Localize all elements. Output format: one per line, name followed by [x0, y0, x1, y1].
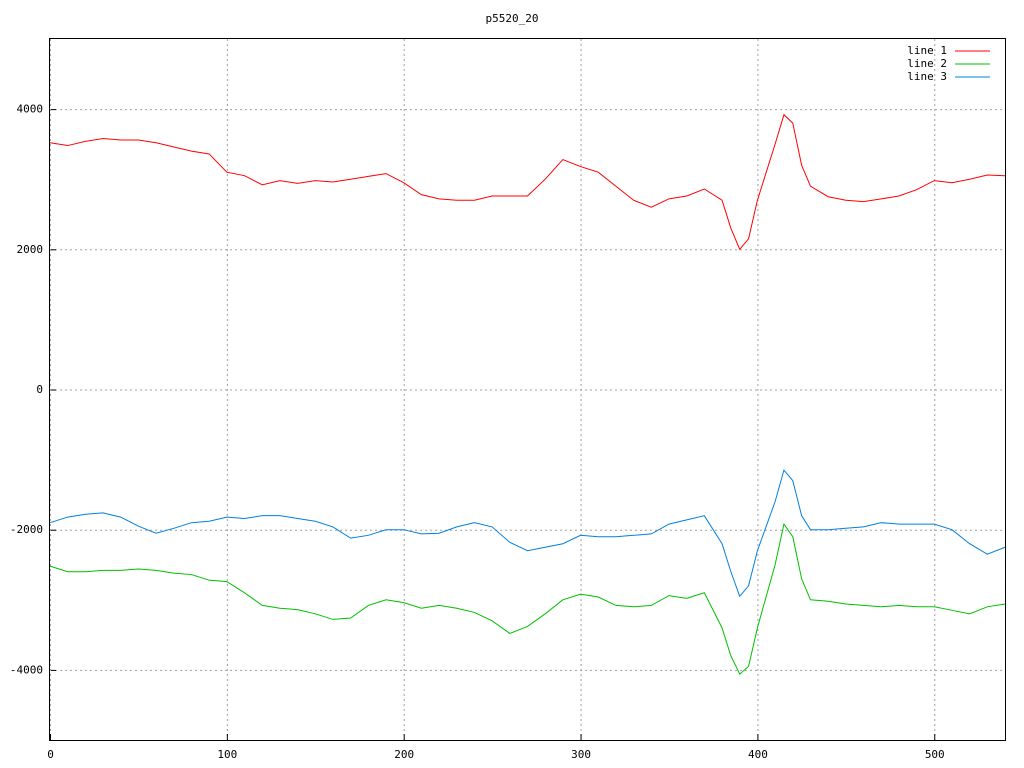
x-tick-label: 500: [925, 748, 945, 761]
x-tick-label: 200: [394, 748, 414, 761]
chart-title: p5520_20: [486, 12, 539, 25]
y-tick-label: 4000: [17, 103, 44, 116]
x-tick-label: 100: [217, 748, 237, 761]
y-tick-label: -4000: [10, 663, 43, 676]
data-line: [49, 113, 1006, 251]
y-tick-label: -2000: [10, 523, 43, 536]
y-tick-label: 0: [36, 383, 43, 396]
legend-label: line 3: [907, 70, 947, 83]
x-tick-label: 300: [571, 748, 591, 761]
legend-label: line 1: [907, 44, 947, 57]
x-tick-label: 0: [47, 748, 54, 761]
y-tick-label: 2000: [17, 243, 44, 256]
plot-frame: [49, 38, 1006, 741]
data-line: [49, 469, 1006, 598]
legend-label: line 2: [907, 57, 947, 70]
x-tick-label: 400: [748, 748, 768, 761]
data-line: [49, 522, 1006, 675]
